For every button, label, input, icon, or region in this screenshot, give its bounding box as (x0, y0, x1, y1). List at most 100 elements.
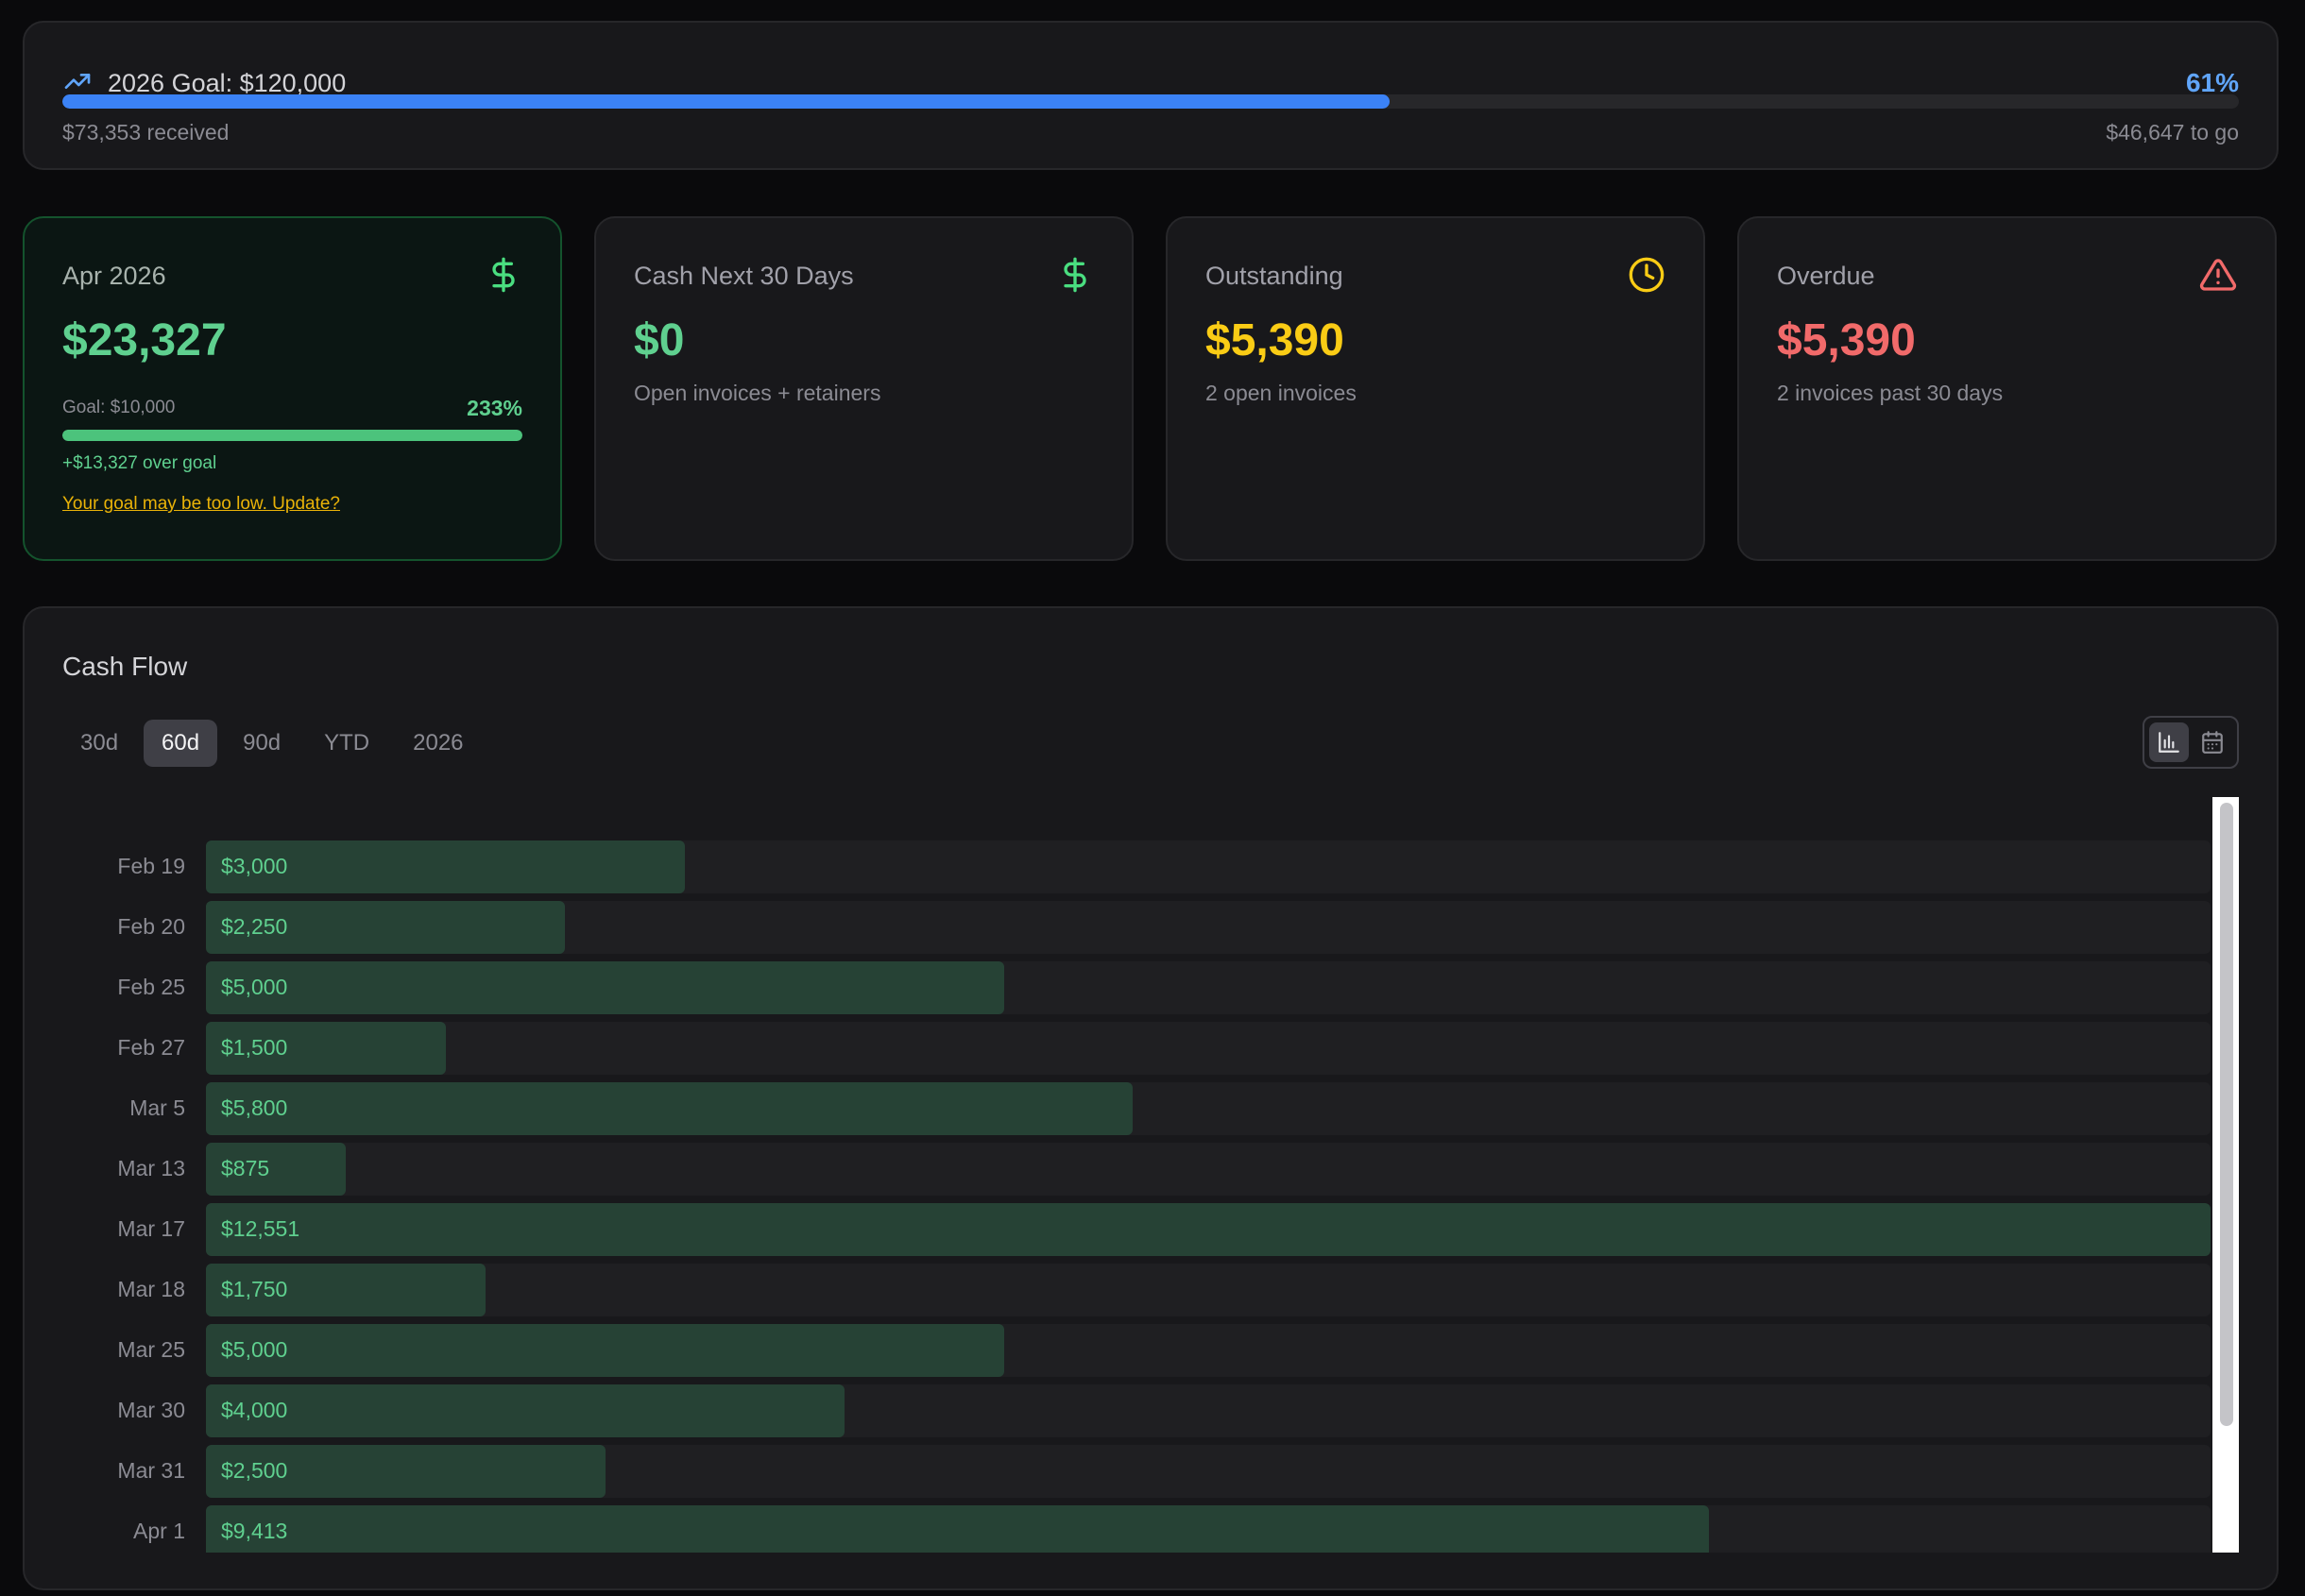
bar-row: Feb 27 $1,500 (25, 1022, 2235, 1075)
bar-value-label: $12,551 (221, 1216, 300, 1241)
goal-progress-fill (62, 94, 1391, 109)
bar-value-label: $5,000 (221, 1337, 288, 1362)
overdue-label: Overdue (1777, 262, 1875, 290)
warning-icon (2199, 256, 2237, 294)
month-goal-progress-fill (62, 430, 522, 441)
annual-goal-card: 2026 Goal: $120,000 61% $73,353 received… (23, 21, 2279, 170)
bar-value-label: $1,750 (221, 1277, 288, 1301)
bar-value-label: $2,250 (221, 914, 288, 939)
bar-track: $1,750 (206, 1264, 2211, 1316)
cash-flow-panel: Cash Flow 30d 60d 90d YTD 2026 Feb 19 $3,000 F… (23, 606, 2279, 1590)
bar-row: Mar 30 $4,000 (25, 1384, 2235, 1437)
cash-next-value: $0 (634, 315, 685, 365)
month-goal-text: Goal: $10,000 (62, 398, 176, 417)
tab-60d[interactable]: 60d (144, 720, 218, 767)
bar-row: Feb 20 $2,250 (25, 901, 2235, 954)
bar-value-label: $9,413 (221, 1519, 288, 1543)
bar-track: $875 (206, 1143, 2211, 1196)
bar-track: $5,000 (206, 961, 2211, 1014)
bar-track: $1,500 (206, 1022, 2211, 1075)
scrollbar-thumb[interactable] (2220, 803, 2233, 1426)
tab-ytd[interactable]: YTD (324, 730, 370, 756)
bar[interactable] (206, 1445, 606, 1498)
bar[interactable] (206, 1384, 845, 1437)
bar-row: Mar 17 $12,551 (25, 1203, 2235, 1256)
bar-date-label: Mar 17 (117, 1216, 185, 1241)
month-revenue-card: Apr 2026 $23,327 Goal: $10,000 233% +$13… (23, 216, 562, 561)
bar-date-label: Feb 25 (117, 975, 185, 999)
bar-track: $2,500 (206, 1445, 2211, 1498)
bar-value-label: $875 (221, 1156, 270, 1180)
goal-title: 2026 Goal: $120,000 (108, 69, 347, 97)
cash-next-sub: Open invoices + retainers (634, 381, 881, 405)
bar-row: Apr 1 $9,413 (25, 1505, 2235, 1553)
overdue-card: Overdue $5,390 2 invoices past 30 days (1737, 216, 2277, 561)
month-over-goal: +$13,327 over goal (62, 453, 217, 473)
bar-value-label: $2,500 (221, 1458, 288, 1483)
view-toggle (2143, 716, 2239, 769)
bar-track: $5,800 (206, 1082, 2211, 1135)
bar-track: $9,413 (206, 1505, 2211, 1553)
update-goal-link[interactable]: Your goal may be too low. Update? (62, 494, 340, 514)
cash-next-label: Cash Next 30 Days (634, 262, 854, 290)
bar[interactable] (206, 1505, 1709, 1553)
outstanding-sub: 2 open invoices (1205, 381, 1357, 405)
bar-row: Mar 25 $5,000 (25, 1324, 2235, 1377)
bar-track: $4,000 (206, 1384, 2211, 1437)
bar-value-label: $1,500 (221, 1035, 288, 1060)
bar-value-label: $5,800 (221, 1095, 288, 1120)
bar-track: $5,000 (206, 1324, 2211, 1377)
bar[interactable] (206, 840, 685, 893)
outstanding-card: Outstanding $5,390 2 open invoices (1166, 216, 1705, 561)
bar[interactable] (206, 1143, 346, 1196)
bar[interactable] (206, 901, 565, 954)
goal-header: 2026 Goal: $120,000 (62, 66, 346, 101)
chart-scrollbar[interactable] (2212, 797, 2239, 1553)
bar-chart-icon[interactable] (2149, 722, 2189, 762)
tab-30d[interactable]: 30d (80, 730, 119, 756)
outstanding-label: Outstanding (1205, 262, 1343, 290)
bar[interactable] (206, 1082, 1133, 1135)
tab-90d[interactable]: 90d (243, 730, 282, 756)
bar-track: $12,551 (206, 1203, 2211, 1256)
calendar-icon[interactable] (2193, 722, 2232, 762)
bar-date-label: Mar 5 (129, 1095, 185, 1120)
goal-remaining: $46,647 to go (2106, 120, 2239, 144)
bar-date-label: Mar 31 (117, 1458, 185, 1483)
tab-2026[interactable]: 2026 (413, 730, 464, 756)
dollar-icon (485, 256, 522, 294)
bar-value-label: $4,000 (221, 1398, 288, 1422)
cash-flow-title: Cash Flow (62, 652, 188, 681)
month-label: Apr 2026 (62, 262, 166, 290)
clock-icon (1628, 256, 1665, 294)
bar[interactable] (206, 1264, 486, 1316)
goal-received: $73,353 received (62, 120, 230, 144)
bar-track: $3,000 (206, 840, 2211, 893)
bar-date-label: Feb 19 (117, 854, 185, 878)
bar-row: Mar 31 $2,500 (25, 1445, 2235, 1498)
bar-row: Feb 19 $3,000 (25, 840, 2235, 893)
bar-value-label: $5,000 (221, 975, 288, 999)
cash-next-30-card: Cash Next 30 Days $0 Open invoices + ret… (594, 216, 1134, 561)
overdue-value: $5,390 (1777, 315, 1916, 365)
bar-row: Mar 5 $5,800 (25, 1082, 2235, 1135)
outstanding-value: $5,390 (1205, 315, 1344, 365)
bar-date-label: Mar 13 (117, 1156, 185, 1180)
dollar-icon (1056, 256, 1094, 294)
cash-flow-bars: Feb 19 $3,000 Feb 20 $2,250 Feb 25 $5,000 Feb … (25, 797, 2235, 1553)
bar[interactable] (206, 1324, 1004, 1377)
month-value: $23,327 (62, 315, 227, 365)
bar-date-label: Feb 27 (117, 1035, 185, 1060)
bar-row: Feb 25 $5,000 (25, 961, 2235, 1014)
bar-date-label: Mar 30 (117, 1398, 185, 1422)
overdue-sub: 2 invoices past 30 days (1777, 381, 2004, 405)
bar-date-label: Feb 20 (117, 914, 185, 939)
goal-progress-bar (62, 94, 2239, 109)
bar-value-label: $3,000 (221, 854, 288, 878)
bar-date-label: Mar 18 (117, 1277, 185, 1301)
bar[interactable] (206, 961, 1004, 1014)
range-tabs: 30d 60d 90d YTD 2026 (62, 720, 482, 767)
bar[interactable] (206, 1022, 446, 1075)
bar[interactable] (206, 1203, 2211, 1256)
trending-up-icon (62, 66, 93, 101)
